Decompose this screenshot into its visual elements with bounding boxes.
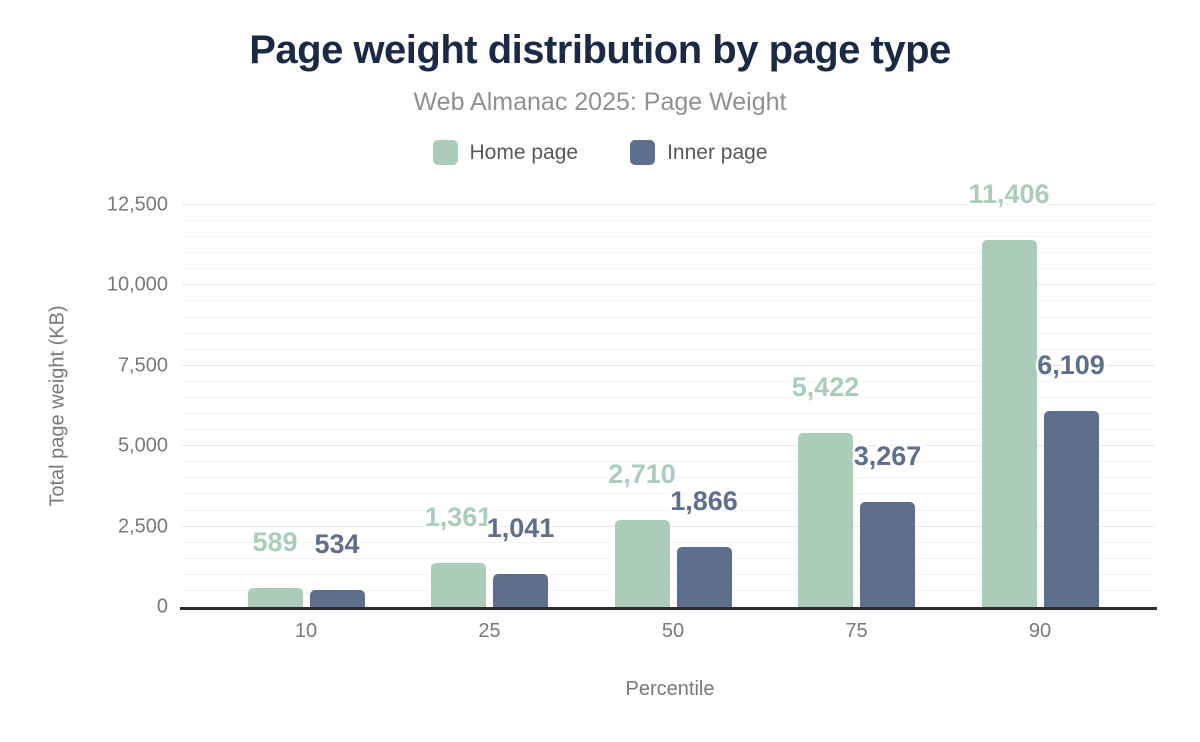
bar-inner-page-p90[interactable] <box>1043 410 1099 607</box>
minor-gridline <box>182 396 1155 398</box>
minor-gridline <box>182 236 1155 238</box>
bar-home-page-p75[interactable] <box>798 432 853 607</box>
x-axis-tick-label: 90 <box>1028 620 1052 642</box>
minor-gridline <box>182 268 1155 270</box>
minor-gridline <box>182 220 1155 222</box>
minor-gridline <box>182 493 1155 495</box>
minor-gridline <box>182 477 1155 479</box>
home-page-swatch-icon <box>432 140 458 165</box>
bar-home-page-p50[interactable] <box>614 519 670 607</box>
bar-value-label: 6,109 <box>1037 349 1105 380</box>
bar-value-label: 3,267 <box>853 440 922 471</box>
x-axis-title: Percentile <box>625 678 715 700</box>
x-axis-tick-label: 25 <box>478 620 501 642</box>
minor-gridline <box>182 300 1155 302</box>
y-axis-tick-label: 12,500 <box>106 193 168 216</box>
bar-value-label: 589 <box>252 527 298 558</box>
bar-home-page-p10[interactable] <box>247 588 303 607</box>
major-gridline <box>182 284 1155 286</box>
chart-subtitle: Web Almanac 2025: Page Weight <box>413 88 787 116</box>
x-axis-tick-label: 50 <box>661 620 685 642</box>
inner-page-swatch-icon <box>630 140 656 165</box>
minor-gridline <box>182 461 1155 463</box>
minor-gridline <box>182 348 1155 350</box>
bar-value-label: 1,361 <box>424 502 493 533</box>
bar-inner-page-p50[interactable] <box>676 547 732 607</box>
y-axis-tick-label: 10,000 <box>106 273 168 296</box>
minor-gridline <box>182 509 1155 511</box>
minor-gridline <box>182 380 1155 382</box>
major-gridline <box>182 364 1155 366</box>
minor-gridline <box>182 413 1155 415</box>
legend-item-inner-page[interactable]: Inner page <box>630 140 768 165</box>
minor-gridline <box>182 332 1155 334</box>
bar-home-page-p25[interactable] <box>431 563 486 607</box>
minor-gridline <box>182 252 1155 254</box>
major-gridline <box>182 445 1155 447</box>
major-gridline <box>182 204 1155 205</box>
chart-title: Page weight distribution by page type <box>249 28 951 72</box>
bar-inner-page-p25[interactable] <box>493 573 548 607</box>
x-axis-tick-label: 75 <box>845 620 868 642</box>
minor-gridline <box>182 316 1155 318</box>
y-axis-tick-label: 5,000 <box>117 434 168 457</box>
bar-value-label: 534 <box>314 528 360 559</box>
bar-value-label: 1,866 <box>670 486 738 516</box>
legend-item-home-page[interactable]: Home page <box>432 140 579 165</box>
bar-inner-page-p75[interactable] <box>860 501 915 607</box>
bar-home-page-p90[interactable] <box>981 240 1037 607</box>
legend: Home page Inner page <box>0 140 1200 165</box>
bar-value-label: 2,710 <box>608 458 676 489</box>
x-axis-tick-label: 10 <box>294 620 318 642</box>
x-axis-line <box>180 607 1157 610</box>
bar-value-label: 11,406 <box>968 179 1050 210</box>
legend-label: Home page <box>469 140 579 164</box>
minor-gridline <box>182 429 1155 431</box>
bar-value-label: 5,422 <box>791 371 860 402</box>
y-axis-tick-label: 7,500 <box>117 354 168 377</box>
plot-area: 0 2,500 5,000 7,500 10,000 12,500 589 534 10 1,36… <box>107 179 1157 642</box>
bar-inner-page-p10[interactable] <box>309 589 365 607</box>
y-axis-tick-label: 2,500 <box>117 515 168 538</box>
legend-label: Inner page <box>667 140 768 164</box>
y-axis-title: Total page weight (KB) <box>46 305 69 507</box>
bar-value-label: 1,041 <box>486 512 555 543</box>
y-axis-tick-label: 0 <box>156 595 168 618</box>
